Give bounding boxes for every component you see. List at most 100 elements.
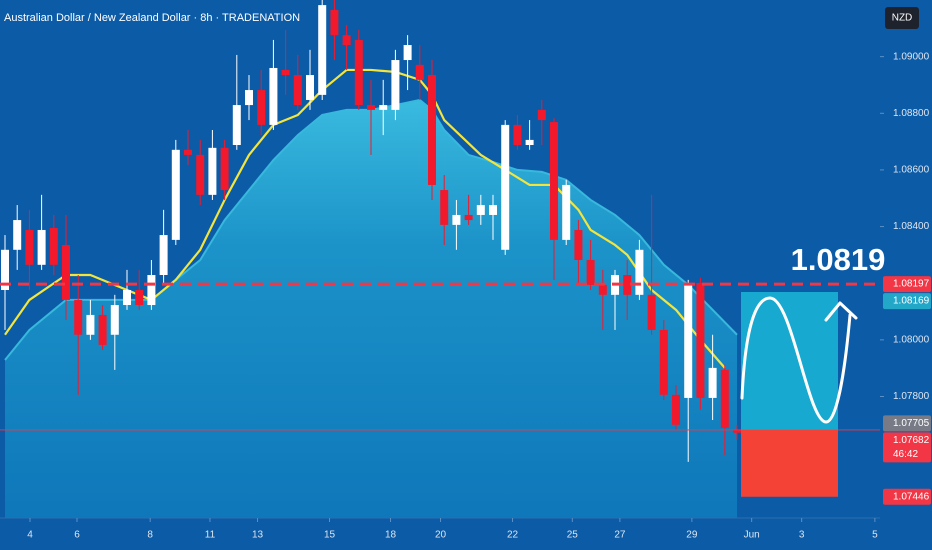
price-marker-label: 1.07446 (893, 491, 930, 502)
price-marker (883, 276, 931, 293)
candle-body (86, 314, 95, 335)
x-tick-label: 6 (74, 530, 80, 541)
candle-body (171, 149, 180, 240)
candle-body (330, 9, 339, 36)
x-tick-label: 5 (872, 530, 878, 541)
candle-body (513, 124, 522, 146)
y-tick-label: 1.08800 (893, 108, 930, 119)
x-tick-label: 3 (799, 530, 805, 541)
price-marker-label: 1.07682 (893, 435, 930, 446)
x-tick-label: 25 (567, 530, 579, 541)
candle-body (257, 90, 266, 125)
candle-body (476, 205, 485, 215)
x-tick-label: 22 (507, 530, 519, 541)
price-marker (883, 415, 931, 432)
candle-body (135, 290, 144, 306)
candle-body (74, 299, 83, 335)
price-marker-label: 1.07705 (893, 418, 930, 429)
candle-body (623, 275, 632, 295)
y-tick-label: 1.08000 (893, 334, 930, 345)
candle-body (13, 220, 22, 250)
candle-body (293, 75, 302, 106)
candle-body (269, 67, 278, 125)
y-tick-label: 1.07800 (893, 391, 930, 402)
candle-body (574, 229, 583, 260)
candle-body (147, 275, 156, 306)
candle-body (489, 205, 498, 215)
price-marker (883, 293, 931, 310)
candle-body (537, 109, 546, 121)
price-marker (883, 488, 931, 505)
candle-body (110, 305, 119, 335)
x-tick-label: 11 (205, 530, 216, 541)
candle-body (245, 90, 254, 106)
target-zone (741, 291, 838, 430)
candle-body (208, 147, 217, 195)
candle-body (525, 139, 534, 146)
candle-body (196, 154, 205, 195)
x-tick-label: 18 (385, 530, 397, 541)
chart-title: Australian Dollar / New Zealand Dollar ·… (4, 12, 300, 24)
candle-body (391, 60, 400, 110)
candle-body (403, 45, 412, 61)
candle-body (501, 124, 510, 250)
candle-body (586, 259, 595, 285)
candle-body (25, 229, 34, 265)
candle-body (647, 294, 656, 330)
x-tick-label: 8 (147, 530, 153, 541)
candle-body (464, 214, 473, 221)
x-tick-label: 20 (435, 530, 447, 541)
candle-body (367, 105, 376, 110)
candle-body (720, 369, 729, 428)
level-annotation: 1.0819 (791, 242, 886, 277)
currency-label: NZD (892, 13, 913, 24)
candle-body (440, 190, 449, 225)
candle-body (428, 75, 437, 185)
candle-body (318, 5, 327, 95)
stop-zone (741, 429, 838, 497)
candle-body (1, 249, 10, 291)
x-tick-label: 27 (614, 530, 626, 541)
candle-body (733, 429, 742, 433)
candle-body (708, 367, 717, 398)
y-tick-label: 1.08400 (893, 221, 930, 232)
candle-body (123, 290, 132, 306)
candle-body (281, 69, 290, 76)
price-marker (883, 432, 931, 463)
candle-body (220, 147, 229, 191)
candle-body (342, 35, 351, 46)
currency-box (885, 7, 919, 29)
candle-body (159, 235, 168, 276)
candle-body (379, 105, 388, 110)
candle-body (672, 394, 681, 425)
candle-body (635, 249, 644, 295)
candle-body (684, 284, 693, 398)
countdown-label: 46:42 (893, 449, 918, 460)
candle-body (62, 244, 71, 300)
candle-body (184, 149, 193, 155)
candle-body (452, 214, 461, 225)
y-tick-label: 1.08600 (893, 165, 930, 176)
price-marker-label: 1.08169 (893, 296, 930, 307)
x-tick-label: Jun (744, 530, 760, 541)
x-tick-label: 13 (252, 530, 264, 541)
candle-body (598, 284, 607, 295)
x-tick-label: 15 (324, 530, 336, 541)
candle-body (49, 227, 58, 265)
candle-body (306, 75, 315, 100)
candle-body (232, 105, 241, 146)
x-tick-label: 4 (27, 530, 33, 541)
candle-body (37, 229, 46, 265)
candle-body (562, 184, 571, 240)
candle-body (696, 282, 705, 398)
candle-body (98, 314, 107, 345)
projection-curve (740, 296, 852, 424)
price-marker-label: 1.08197 (893, 279, 930, 290)
candle-body (659, 329, 668, 395)
candle-body (354, 39, 363, 106)
x-tick-label: 29 (686, 530, 698, 541)
projection-arrow (824, 301, 858, 322)
candle-body (415, 64, 424, 80)
